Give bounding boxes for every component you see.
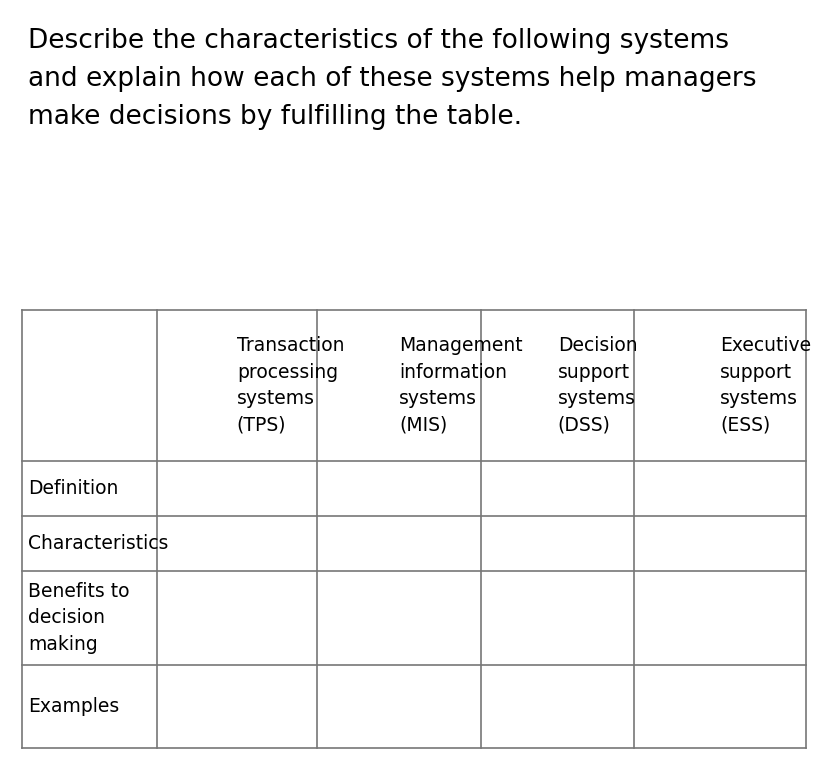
Text: Describe the characteristics of the following systems: Describe the characteristics of the foll… <box>28 28 728 54</box>
Text: Definition: Definition <box>28 479 118 498</box>
Text: Decision
support
systems
(DSS): Decision support systems (DSS) <box>557 336 637 435</box>
Text: and explain how each of these systems help managers: and explain how each of these systems he… <box>28 66 756 92</box>
Text: Examples: Examples <box>28 697 119 716</box>
Text: Benefits to
decision
making: Benefits to decision making <box>28 581 129 654</box>
Text: Executive
support
systems
(ESS): Executive support systems (ESS) <box>719 336 810 435</box>
Text: make decisions by fulfilling the table.: make decisions by fulfilling the table. <box>28 104 522 130</box>
Text: Management
information
systems
(MIS): Management information systems (MIS) <box>399 336 522 435</box>
Text: Characteristics: Characteristics <box>28 534 168 552</box>
Text: Transaction
processing
systems
(TPS): Transaction processing systems (TPS) <box>237 336 344 435</box>
